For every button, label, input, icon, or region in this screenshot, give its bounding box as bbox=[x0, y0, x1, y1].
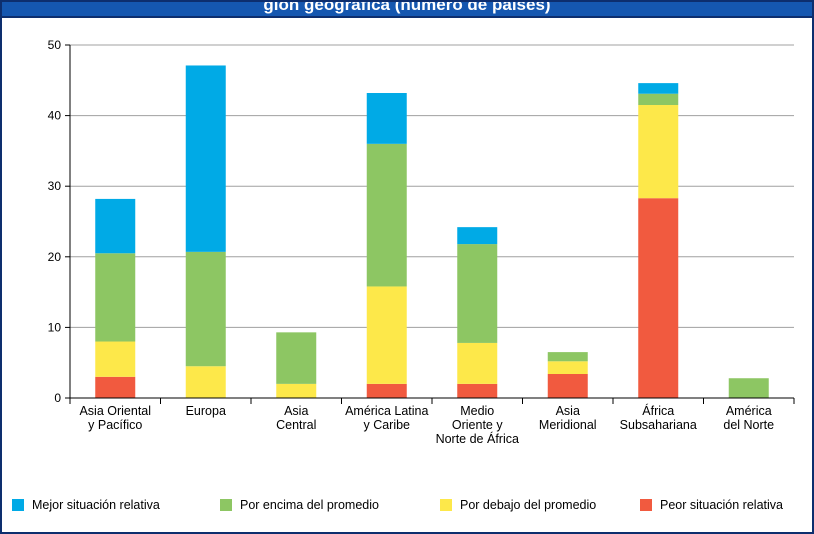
legend-label: Por debajo del promedio bbox=[460, 498, 597, 512]
bar-segment bbox=[276, 332, 317, 384]
category-label: Medio bbox=[460, 404, 494, 418]
legend-label: Por encima del promedio bbox=[240, 498, 379, 512]
bar-segment bbox=[95, 198, 136, 254]
bar-segment bbox=[366, 286, 407, 384]
bar-segment bbox=[547, 373, 588, 398]
bar-segment bbox=[638, 105, 679, 199]
bar-segment bbox=[457, 342, 498, 384]
legend-swatch bbox=[440, 499, 452, 511]
category-label: Asia bbox=[284, 404, 308, 418]
y-tick-label: 40 bbox=[48, 109, 62, 123]
bar-segment bbox=[638, 93, 679, 106]
y-tick-label: 50 bbox=[48, 38, 62, 52]
bar-segment bbox=[185, 65, 226, 252]
y-tick-label: 30 bbox=[48, 179, 62, 193]
bar-segment bbox=[366, 93, 407, 144]
legend-item: Por debajo del promedio bbox=[440, 498, 596, 512]
category-label: África bbox=[642, 403, 674, 418]
bar-segment bbox=[638, 198, 679, 398]
bar-segment bbox=[457, 244, 498, 343]
legend-item: Mejor situación relativa bbox=[12, 498, 160, 512]
legend-swatch bbox=[640, 499, 652, 511]
bar-segment bbox=[366, 143, 407, 287]
category-label: Europa bbox=[186, 404, 226, 418]
bar-segment bbox=[728, 378, 769, 398]
category-label: Oriente y bbox=[452, 418, 503, 432]
legend-swatch bbox=[12, 499, 24, 511]
bar-segment bbox=[276, 383, 317, 398]
bar-segment bbox=[547, 352, 588, 362]
category-label: Asia Oriental bbox=[79, 404, 151, 418]
category-label: Central bbox=[276, 418, 316, 432]
category-label: Meridional bbox=[539, 418, 597, 432]
legend-label: Peor situación relativa bbox=[660, 498, 783, 512]
bar-segment bbox=[95, 341, 136, 377]
legend: Mejor situación relativa Por encima del p… bbox=[12, 498, 802, 518]
bar-segment bbox=[638, 83, 679, 94]
bar-segment bbox=[185, 251, 226, 367]
bar-segment bbox=[457, 227, 498, 245]
y-tick-label: 20 bbox=[48, 250, 62, 264]
title-bar: gión geográfica (número de países) bbox=[2, 2, 812, 18]
legend-swatch bbox=[220, 499, 232, 511]
y-tick-label: 0 bbox=[54, 391, 61, 405]
category-label: Norte de África bbox=[436, 431, 519, 446]
category-label: Subsahariana bbox=[620, 418, 697, 432]
legend-label: Mejor situación relativa bbox=[32, 498, 160, 512]
category-label: América Latina bbox=[345, 404, 428, 418]
bar-segment bbox=[457, 383, 498, 398]
legend-item: Peor situación relativa bbox=[640, 498, 783, 512]
category-label: Asia bbox=[556, 404, 580, 418]
bar-segment bbox=[185, 366, 226, 398]
category-label: del Norte bbox=[723, 418, 774, 432]
bar-segment bbox=[95, 253, 136, 342]
category-label: y Pacífico bbox=[88, 418, 142, 432]
bar-segment bbox=[95, 376, 136, 398]
chart-title: gión geográfica (número de países) bbox=[263, 2, 551, 14]
category-label: y Caribe bbox=[363, 418, 410, 432]
bar-segment bbox=[366, 383, 407, 398]
category-label: América bbox=[726, 404, 772, 418]
y-tick-label: 10 bbox=[48, 320, 62, 334]
legend-item: Por encima del promedio bbox=[220, 498, 379, 512]
bar-segment bbox=[547, 361, 588, 374]
